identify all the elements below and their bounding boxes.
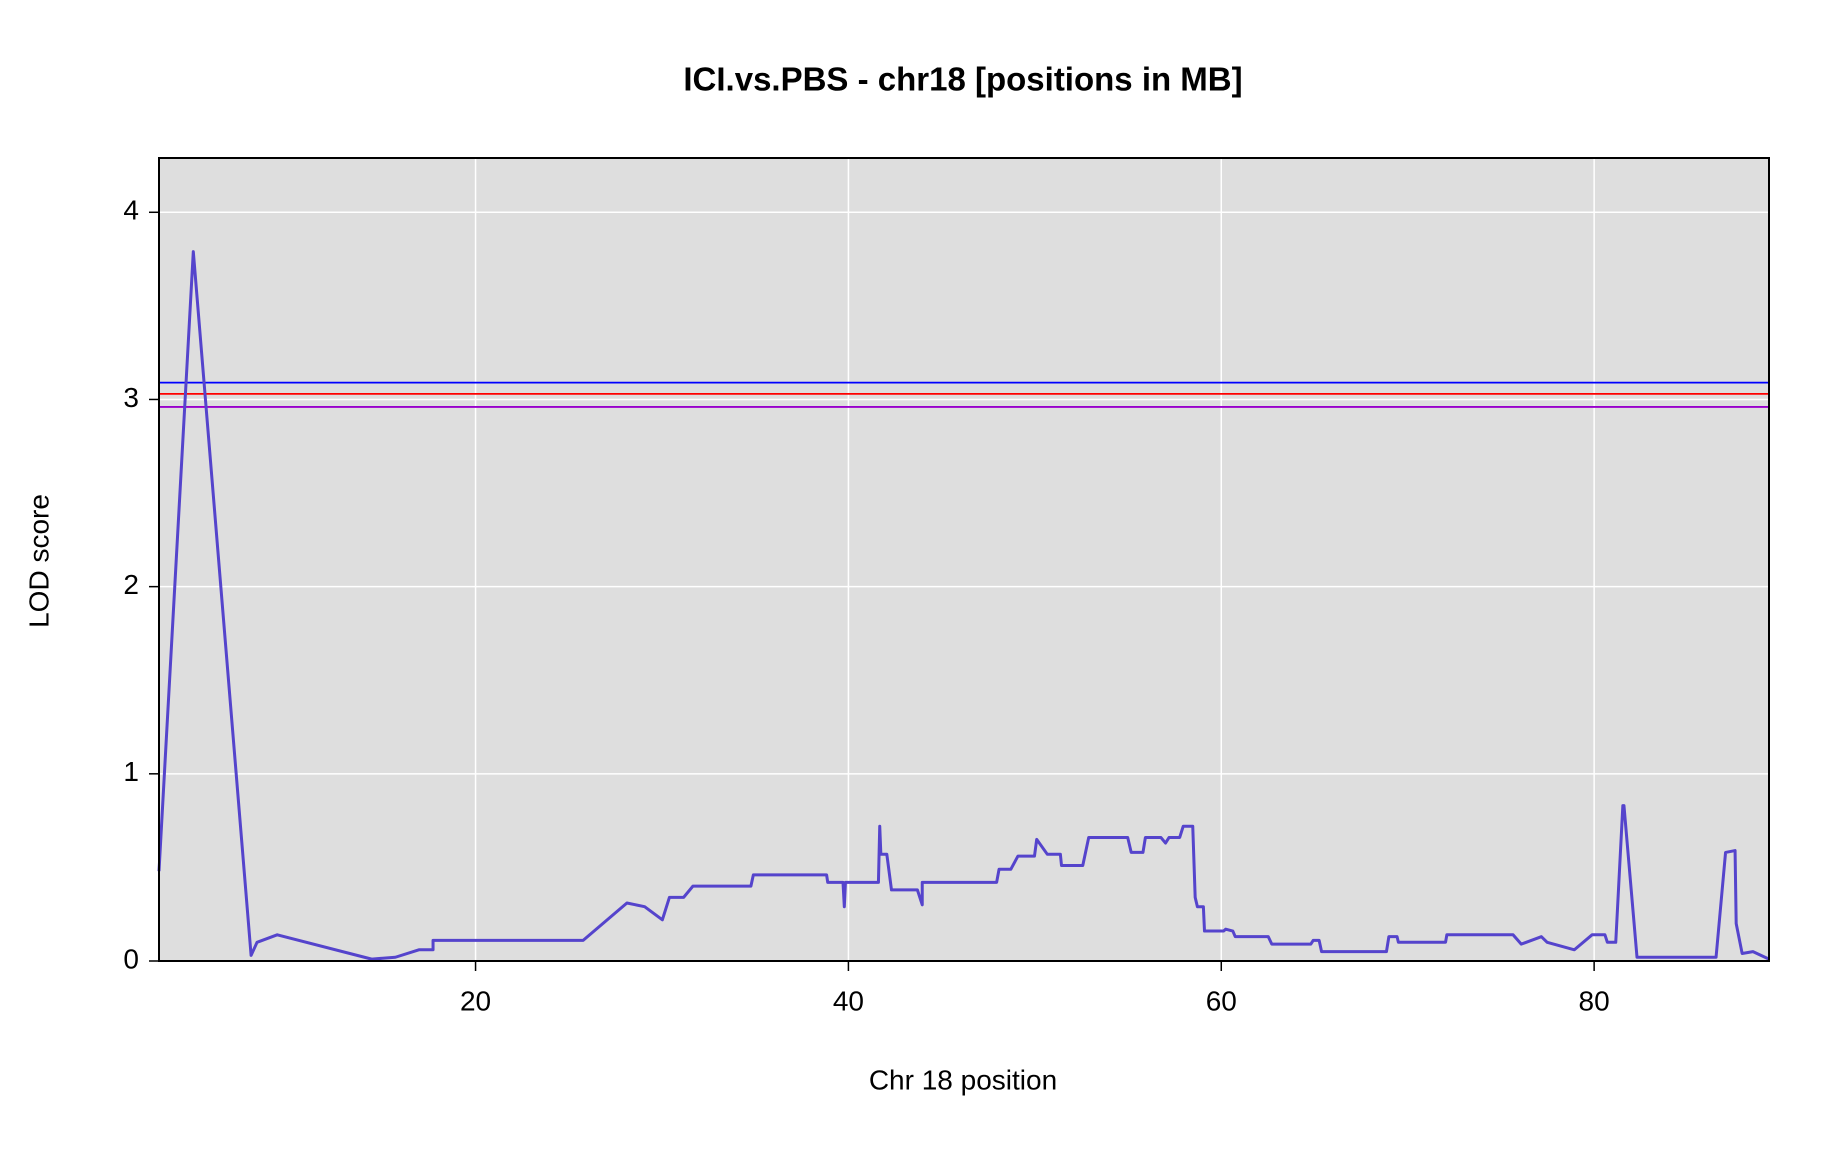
y-tick-label: 2 xyxy=(123,569,139,600)
plot-background xyxy=(159,158,1769,961)
x-tick-label: 60 xyxy=(1206,985,1237,1016)
chart-title: ICI.vs.PBS - chr18 [positions in MB] xyxy=(683,61,1242,98)
x-tick-label: 40 xyxy=(833,985,864,1016)
y-axis-label: LOD score xyxy=(23,494,54,628)
x-tick-label: 80 xyxy=(1579,985,1610,1016)
y-tick-label: 4 xyxy=(123,195,139,226)
x-axis-label: Chr 18 position xyxy=(869,1064,1057,1095)
x-tick-label: 20 xyxy=(460,985,491,1016)
plot-frame xyxy=(158,157,1770,962)
y-tick-label: 3 xyxy=(123,382,139,413)
y-tick-label: 1 xyxy=(123,756,139,787)
y-tick-label: 0 xyxy=(123,943,139,974)
lod-line xyxy=(157,250,1770,961)
